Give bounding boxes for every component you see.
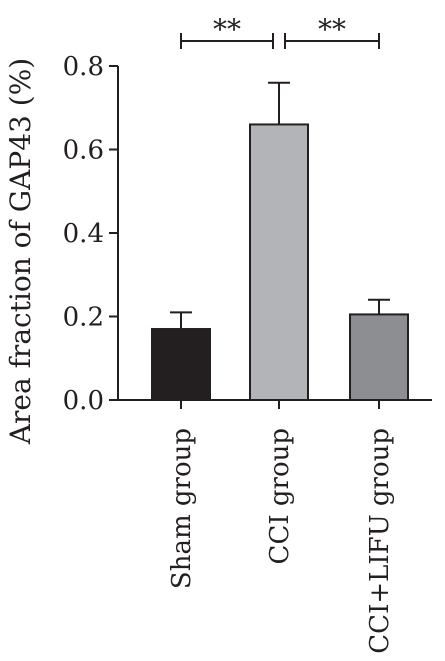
x-category-label: CCI+LIFU group (365, 428, 395, 654)
significance-label: ** (318, 13, 346, 46)
x-category-label: Sham group (167, 428, 197, 589)
x-category-label: CCI group (265, 428, 295, 564)
bars-group (151, 123, 409, 402)
x-axis-ticks: Sham group CCI group CCI+LIFU group (167, 400, 395, 654)
y-axis-ticks: 0.0 0.2 0.4 0.6 0.8 (63, 52, 118, 416)
y-tick-label: 0.8 (63, 52, 104, 82)
y-tick-label: 0.4 (63, 219, 104, 249)
significance-label: ** (213, 13, 241, 46)
bar-cci-group (249, 123, 309, 401)
y-tick-label: 0.0 (63, 386, 104, 416)
significance-group: ** ** (180, 13, 380, 49)
error-bars-group (170, 81, 390, 330)
y-tick-label: 0.2 (63, 303, 104, 333)
y-tick-label: 0.6 (63, 136, 104, 166)
bar-cci-lifu-group (349, 313, 409, 402)
bar-sham-group (151, 328, 211, 401)
y-axis-label: Area fraction of GAP43 (%) (4, 58, 37, 445)
